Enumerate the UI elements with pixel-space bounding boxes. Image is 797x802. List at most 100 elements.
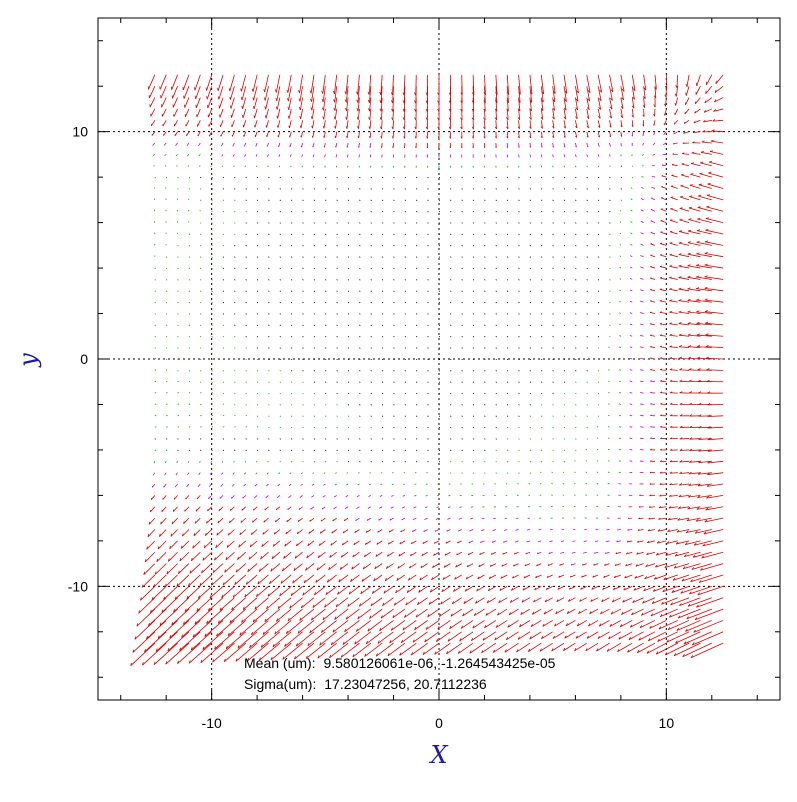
vector-shaft: [507, 336, 508, 337]
vector-shaft: [359, 325, 360, 326]
vector-shaft: [442, 586, 451, 592]
vector-arrow: [553, 268, 554, 269]
vector-shaft: [450, 359, 451, 360]
vector-arrow: [303, 461, 304, 462]
vector-shaft: [168, 632, 189, 651]
vector-arrow: [267, 154, 268, 156]
vector-arrow: [428, 279, 429, 280]
vector-arrow: [382, 234, 383, 235]
vector-arrow: [212, 392, 213, 393]
vector-shaft: [257, 245, 258, 246]
vector-shaft: [254, 98, 257, 109]
vector-shaft: [189, 643, 211, 663]
vector-arrow: [244, 143, 246, 146]
vector-arrow: [198, 586, 211, 598]
vector-arrow: [268, 586, 280, 596]
vector-shaft: [156, 632, 177, 652]
vector-shaft: [232, 484, 234, 486]
vector-shaft: [473, 336, 474, 337]
vector-arrow: [553, 393, 554, 394]
vector-arrow: [496, 439, 497, 440]
vector-shaft: [337, 211, 338, 212]
vector-arrow: [530, 348, 531, 349]
vector-shaft: [359, 359, 360, 360]
vector-arrow: [163, 120, 166, 126]
vector-shaft: [382, 291, 383, 292]
vector-arrow: [144, 564, 155, 575]
vector-arrow: [484, 189, 485, 190]
vector-arrow: [221, 484, 223, 486]
vector-shaft: [595, 541, 598, 542]
vector-shaft: [212, 575, 223, 585]
vector-shaft: [450, 268, 451, 269]
vector-shaft: [225, 564, 235, 573]
vector-shaft: [428, 268, 429, 269]
vector-arrow: [358, 132, 359, 138]
vector-arrow: [484, 325, 485, 326]
vector-shaft: [405, 302, 406, 303]
vector-shaft: [564, 291, 565, 292]
vector-arrow: [150, 507, 155, 512]
vector-shaft: [405, 279, 406, 280]
vector-shaft: [163, 120, 166, 126]
vector-shaft: [335, 609, 348, 619]
vector-arrow: [428, 348, 429, 349]
vector-shaft: [553, 450, 554, 451]
vector-shaft: [405, 314, 406, 315]
vector-shaft: [246, 370, 247, 371]
vector-arrow: [394, 416, 395, 417]
vector-arrow: [519, 268, 520, 269]
vector-arrow: [176, 154, 178, 155]
vector-arrow: [337, 302, 338, 303]
vector-shaft: [187, 154, 189, 156]
vector-shaft: [364, 552, 370, 557]
vector-shaft: [530, 359, 531, 360]
vector-shaft: [234, 189, 235, 190]
vector-shaft: [507, 404, 508, 405]
vector-shaft: [166, 199, 167, 200]
vector-shaft: [564, 223, 565, 224]
vector-arrow: [154, 461, 155, 463]
vector-arrow: [473, 257, 474, 258]
vector-shaft: [176, 143, 178, 146]
vector-arrow: [314, 404, 315, 405]
vector-shaft: [161, 518, 167, 524]
vector-arrow: [504, 530, 507, 531]
vector-shaft: [405, 439, 406, 440]
vector-shaft: [200, 427, 201, 428]
vector-shaft: [416, 75, 417, 95]
vector-arrow: [496, 359, 497, 360]
vector-shaft: [428, 177, 429, 178]
vector-arrow: [257, 200, 258, 201]
vector-shaft: [295, 552, 302, 558]
vector-shaft: [219, 98, 223, 109]
vector-shaft: [212, 439, 213, 440]
vector-arrow: [588, 620, 598, 626]
vector-arrow: [380, 484, 382, 485]
vector-arrow: [405, 359, 406, 360]
vector-shaft: [416, 211, 417, 212]
vector-shaft: [484, 189, 485, 190]
vector-arrow: [371, 268, 372, 269]
vector-arrow: [166, 643, 189, 664]
vector-head: [265, 509, 266, 510]
vector-shaft: [234, 223, 235, 224]
vector-shaft: [289, 109, 291, 119]
vector-shaft: [178, 291, 179, 292]
vector-shaft: [269, 268, 270, 269]
vector-arrow: [160, 75, 166, 90]
vector-head: [265, 106, 266, 109]
vector-arrow: [571, 564, 575, 566]
vector-shaft: [439, 314, 440, 315]
vector-shaft: [428, 427, 429, 428]
vector-arrow: [462, 279, 463, 280]
vector-arrow: [189, 381, 190, 382]
vector-arrow: [416, 461, 417, 462]
vector-shaft: [505, 518, 507, 519]
vector-shaft: [325, 268, 326, 269]
vector-shaft: [428, 325, 429, 326]
vector-arrow: [234, 370, 235, 371]
vector-shaft: [359, 450, 360, 451]
vector-shaft: [359, 177, 360, 178]
vector-shaft: [574, 461, 575, 462]
